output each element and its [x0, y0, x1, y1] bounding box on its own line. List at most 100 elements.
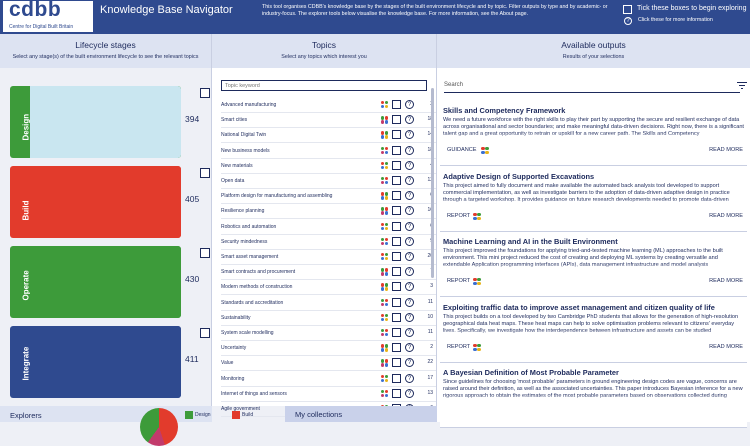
- topic-checkbox[interactable]: [392, 130, 401, 140]
- topic-info-icon[interactable]: ?: [405, 267, 414, 277]
- stage-card-integrate[interactable]: Integrate: [10, 326, 181, 398]
- topic-checkbox[interactable]: [392, 160, 401, 170]
- topic-name: Smart contracts and procurement: [221, 269, 296, 276]
- topic-name: National Digital Twin: [221, 132, 267, 139]
- stage-dots-icon: [381, 237, 389, 246]
- topic-row[interactable]: Standards and accreditation ? 11: [221, 296, 436, 311]
- topic-checkbox[interactable]: [392, 115, 401, 125]
- output-title[interactable]: A Bayesian Definition of Most Probable P…: [443, 368, 619, 377]
- topic-row[interactable]: New business models ? 18: [221, 144, 436, 159]
- topic-info-icon[interactable]: ?: [405, 252, 414, 261]
- topic-row[interactable]: Modern methods of construction ? 3: [221, 280, 436, 296]
- topic-count: 22: [427, 359, 433, 366]
- topic-info-icon[interactable]: ?: [405, 115, 414, 125]
- topic-count: 11: [427, 298, 433, 305]
- topic-info-icon[interactable]: ?: [405, 236, 414, 246]
- topic-info-icon[interactable]: ?: [405, 373, 414, 383]
- topic-row[interactable]: Monitoring ? 17: [221, 372, 436, 387]
- topic-row[interactable]: New materials ? 4: [221, 159, 436, 174]
- topic-row[interactable]: System scale modelling ? 11: [221, 326, 436, 341]
- stage-checkbox-build[interactable]: [200, 168, 210, 178]
- read-more-link[interactable]: READ MORE: [709, 278, 743, 284]
- my-collections-tab[interactable]: My collections: [285, 406, 437, 422]
- topic-row[interactable]: Advanced manufacturing ? 2: [221, 98, 436, 113]
- topic-checkbox[interactable]: [392, 145, 401, 155]
- topic-info-icon[interactable]: ?: [405, 282, 414, 292]
- topic-info-icon[interactable]: ?: [405, 160, 414, 170]
- stage-card-operate[interactable]: Operate: [10, 246, 181, 318]
- topic-row[interactable]: Smart contracts and procurement ? 7: [221, 265, 436, 281]
- output-title[interactable]: Adaptive Design of Supported Excavations: [443, 171, 595, 181]
- topic-row[interactable]: Robotics and automation ? 6: [221, 220, 436, 235]
- topic-checkbox[interactable]: [392, 388, 401, 398]
- topic-info-icon[interactable]: ?: [405, 100, 414, 109]
- topic-info-icon[interactable]: ?: [405, 145, 414, 155]
- topics-scrollbar[interactable]: [431, 88, 434, 278]
- cdbb-logo[interactable]: cdbb Centre for Digital Built Britain: [2, 0, 94, 33]
- output-card[interactable]: Skills and Competency Framework We need …: [440, 104, 747, 166]
- output-title[interactable]: Machine Learning and AI in the Built Env…: [443, 237, 618, 246]
- topic-checkbox[interactable]: [392, 282, 401, 292]
- topic-row[interactable]: Platform design for manufacturing and as…: [221, 189, 436, 205]
- topic-checkbox[interactable]: [392, 358, 401, 368]
- explorer-pie-chart[interactable]: [140, 408, 178, 446]
- topic-info-icon[interactable]: ?: [405, 176, 414, 185]
- topic-checkbox[interactable]: [392, 252, 401, 261]
- topic-count: 10: [427, 313, 433, 320]
- topic-row[interactable]: Value ? 22: [221, 356, 436, 372]
- topic-checkbox[interactable]: [392, 328, 401, 337]
- topic-info-icon[interactable]: ?: [405, 191, 414, 201]
- topic-checkbox[interactable]: [392, 373, 401, 383]
- topics-panel: Topics Select any topics which interest …: [212, 34, 437, 417]
- topic-row[interactable]: Uncertainty ? 2: [221, 341, 436, 357]
- topic-checkbox[interactable]: [392, 343, 401, 353]
- stage-card-design[interactable]: Design: [10, 86, 181, 158]
- topic-row[interactable]: National Digital Twin ? 14: [221, 128, 436, 144]
- topic-row[interactable]: Smart cities ? 18: [221, 113, 436, 129]
- topic-info-icon[interactable]: ?: [405, 221, 414, 231]
- output-card[interactable]: Exploiting traffic data to improve asset…: [440, 300, 747, 363]
- topic-name: Value: [221, 360, 234, 367]
- stage-checkbox-design[interactable]: [200, 88, 210, 98]
- stage-checkbox-operate[interactable]: [200, 248, 210, 258]
- topic-row[interactable]: Smart asset management ? 20: [221, 250, 436, 265]
- topic-info-icon[interactable]: ?: [405, 388, 414, 398]
- read-more-link[interactable]: READ MORE: [709, 212, 743, 219]
- output-card[interactable]: Machine Learning and AI in the Built Env…: [440, 235, 747, 297]
- topic-row[interactable]: Security mindedness ? 9: [221, 235, 436, 250]
- topic-checkbox[interactable]: [392, 297, 401, 307]
- topic-checkbox[interactable]: [392, 221, 401, 231]
- topic-checkbox[interactable]: [392, 267, 401, 277]
- topic-checkbox[interactable]: [392, 312, 401, 322]
- filter-icon[interactable]: [737, 82, 747, 90]
- topic-info-icon[interactable]: ?: [405, 312, 414, 322]
- stage-checkbox-integrate[interactable]: [200, 328, 210, 338]
- topic-info-icon[interactable]: ?: [405, 343, 414, 353]
- stage-dots-icon: [381, 207, 389, 215]
- outputs-search-input[interactable]: Search: [444, 81, 740, 93]
- topic-checkbox[interactable]: [392, 191, 401, 201]
- topic-checkbox[interactable]: [392, 236, 401, 246]
- read-more-link[interactable]: READ MORE: [709, 147, 743, 153]
- topic-row[interactable]: Open data ? 12: [221, 174, 436, 189]
- topic-row[interactable]: Internet of things and sensors ? 13: [221, 387, 436, 402]
- output-title[interactable]: Skills and Competency Framework: [443, 106, 566, 115]
- explorers-bar[interactable]: Explorers: [0, 406, 212, 422]
- topic-checkbox[interactable]: [392, 176, 401, 185]
- topic-info-icon[interactable]: ?: [405, 130, 414, 140]
- stage-card-build[interactable]: Build: [10, 166, 181, 238]
- topic-info-icon[interactable]: ?: [405, 328, 414, 337]
- topic-checkbox[interactable]: [392, 100, 401, 109]
- output-title[interactable]: Exploiting traffic data to improve asset…: [443, 302, 715, 312]
- topic-keyword-input[interactable]: [221, 80, 427, 91]
- topic-row[interactable]: Resilience planning ? 16: [221, 204, 436, 220]
- topic-checkbox[interactable]: [392, 206, 401, 216]
- topic-info-icon[interactable]: ?: [405, 358, 414, 368]
- stage-dots-icon: [381, 146, 389, 155]
- output-card[interactable]: Adaptive Design of Supported Excavations…: [440, 169, 747, 232]
- read-more-link[interactable]: READ MORE: [709, 343, 743, 350]
- topic-row[interactable]: Sustainability ? 10: [221, 311, 436, 326]
- topic-info-icon[interactable]: ?: [405, 297, 414, 307]
- topic-info-icon[interactable]: ?: [405, 206, 414, 216]
- stage-dots-icon: [381, 161, 389, 170]
